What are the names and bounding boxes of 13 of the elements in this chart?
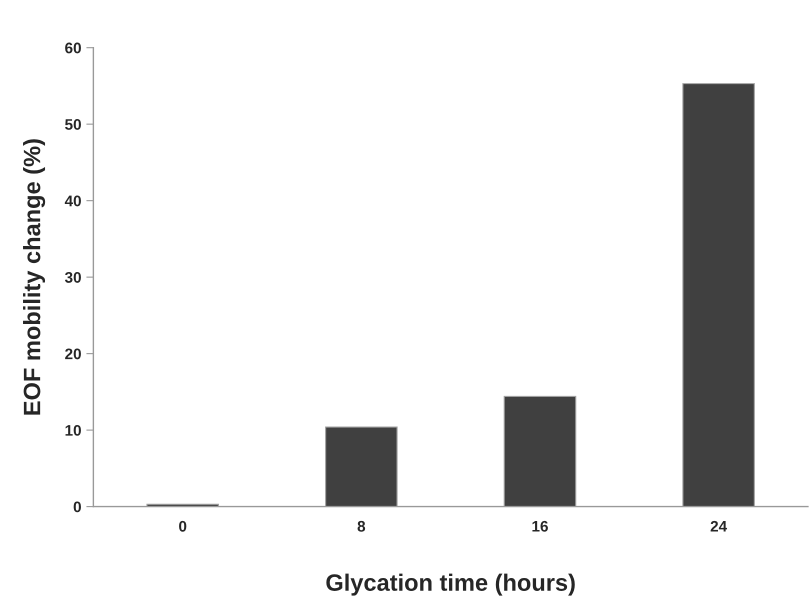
y-tick-label: 20 <box>65 348 81 360</box>
y-tick-label: 30 <box>64 272 81 283</box>
y-tick-label: 40 <box>64 196 81 206</box>
x-tick-label: 16 <box>532 520 548 532</box>
y-tick-label: 10 <box>66 424 81 436</box>
x-tick-label: 24 <box>710 520 728 532</box>
x-tick-label: 0 <box>179 520 186 532</box>
y-tick-label: 50 <box>65 119 81 130</box>
y-tick-label: 0 <box>74 501 81 512</box>
x-tick-label: 8 <box>358 520 366 532</box>
y-tick-label: 60 <box>65 42 81 54</box>
y-axis-title: EOF mobility change (%) <box>23 139 46 415</box>
x-axis-title: Glycation time (hours) <box>326 574 575 596</box>
